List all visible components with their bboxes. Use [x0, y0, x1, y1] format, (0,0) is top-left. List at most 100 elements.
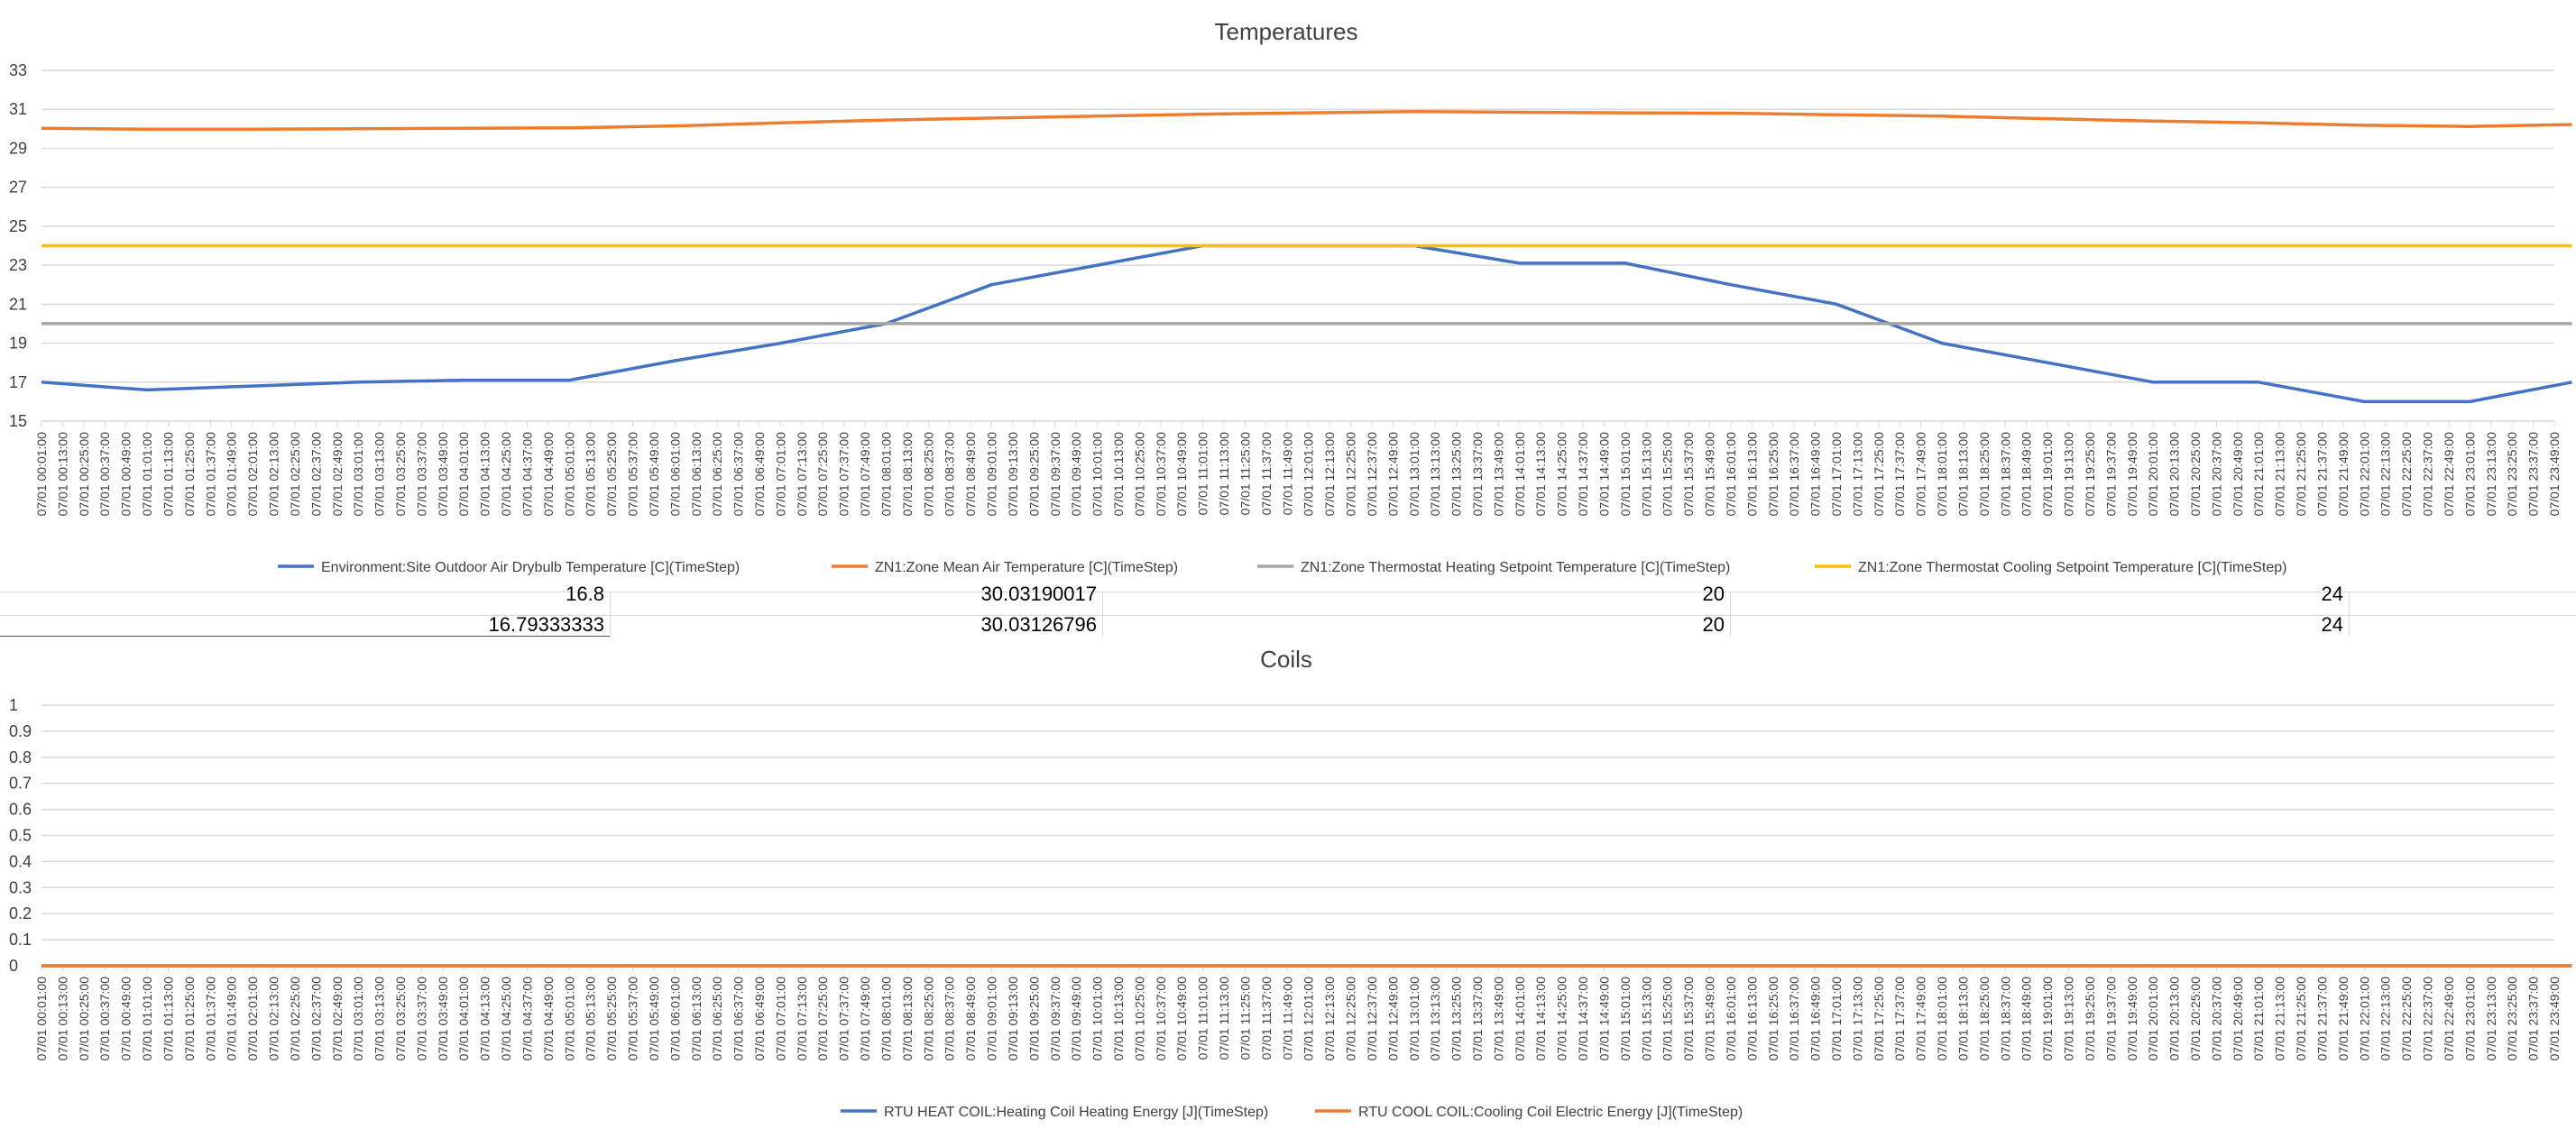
x-tick-label: 07/01 00:49:00 [119, 432, 133, 517]
x-tick-label: 07/01 20:49:00 [2231, 977, 2245, 1061]
x-tick-label: 07/01 12:01:00 [1302, 977, 1316, 1061]
x-tick-label: 07/01 06:01:00 [667, 977, 682, 1061]
x-tick-label: 07/01 20:25:00 [2188, 432, 2203, 517]
x-tick-label: 07/01 07:13:00 [795, 432, 809, 517]
cell-r1-c2[interactable]: 30.03190017 [980, 583, 1097, 605]
cell-r1-c4[interactable]: 24 [2321, 583, 2343, 605]
y-tick-label: 0.7 [9, 775, 32, 793]
x-tick-label: 07/01 22:01:00 [2357, 977, 2371, 1061]
y-tick-label: 31 [9, 100, 27, 118]
coils-x-ticks: 07/01 00:01:00 07/01 00:13:00 07/01 00:25:… [34, 966, 2562, 1060]
x-tick-label: 07/01 09:37:00 [1048, 977, 1063, 1061]
x-tick-label: 07/01 23:25:00 [2505, 432, 2519, 517]
x-tick-label: 07/01 00:25:00 [77, 977, 91, 1061]
x-tick-label: 07/01 18:49:00 [2019, 432, 2034, 517]
x-tick-label: 07/01 11:13:00 [1217, 432, 1231, 516]
x-tick-label: 07/01 03:49:00 [436, 432, 450, 517]
x-tick-label: 07/01 04:37:00 [520, 977, 534, 1061]
x-tick-label: 07/01 01:01:00 [140, 432, 154, 517]
x-tick-label: 07/01 21:49:00 [2336, 977, 2351, 1061]
x-tick-label: 07/01 02:01:00 [245, 432, 260, 517]
x-tick-label: 07/01 05:13:00 [584, 977, 598, 1061]
x-tick-label: 07/01 01:13:00 [161, 432, 175, 517]
x-tick-label: 07/01 04:25:00 [499, 977, 513, 1061]
x-tick-label: 07/01 03:25:00 [393, 977, 408, 1061]
x-tick-label: 07/01 22:25:00 [2399, 977, 2414, 1061]
x-tick-label: 07/01 00:37:00 [97, 977, 112, 1061]
x-tick-label: 07/01 10:49:00 [1174, 977, 1189, 1061]
x-tick-label: 07/01 02:49:00 [330, 432, 345, 517]
x-tick-label: 07/01 18:01:00 [1935, 977, 1949, 1061]
x-tick-label: 07/01 09:13:00 [1006, 432, 1020, 517]
x-tick-label: 07/01 02:13:00 [267, 432, 281, 517]
row-divider [0, 615, 2576, 616]
x-tick-label: 07/01 23:49:00 [2547, 432, 2562, 517]
x-tick-label: 07/01 20:01:00 [2146, 977, 2160, 1061]
x-tick-label: 07/01 17:49:00 [1914, 432, 1928, 517]
x-tick-label: 07/01 16:13:00 [1744, 432, 1759, 517]
x-tick-label: 07/01 23:13:00 [2484, 432, 2498, 517]
x-tick-label: 07/01 20:37:00 [2209, 432, 2223, 517]
y-tick-label: 0 [9, 957, 18, 975]
x-tick-label: 07/01 16:49:00 [1808, 977, 1823, 1061]
x-tick-label: 07/01 02:25:00 [288, 432, 302, 517]
y-tick-label: 0.2 [9, 904, 32, 922]
x-tick-label: 07/01 13:37:00 [1470, 432, 1485, 517]
x-tick-label: 07/01 20:13:00 [2167, 432, 2182, 517]
column-divider [610, 592, 611, 638]
x-tick-label: 07/01 05:25:00 [604, 432, 619, 517]
x-tick-label: 07/01 21:37:00 [2314, 977, 2329, 1061]
x-tick-label: 07/01 08:25:00 [921, 977, 935, 1061]
cell-r2-c3[interactable]: 20 [1702, 613, 1725, 636]
x-tick-label: 07/01 05:25:00 [604, 977, 619, 1061]
x-tick-label: 07/01 14:25:00 [1555, 432, 1569, 517]
x-tick-label: 07/01 16:37:00 [1787, 432, 1801, 517]
x-tick-label: 07/01 18:25:00 [1977, 432, 1992, 517]
x-tick-label: 07/01 05:37:00 [626, 977, 640, 1061]
column-divider [1730, 592, 1731, 638]
coils-y-ticks: 0 0.1 0.2 0.3 0.4 0.5 0.6 0.7 0.8 0.9 1 [9, 696, 32, 975]
x-tick-label: 07/01 01:25:00 [182, 432, 197, 517]
x-tick-label: 07/01 01:49:00 [225, 432, 239, 517]
x-tick-label: 07/01 14:01:00 [1513, 432, 1527, 517]
x-tick-label: 07/01 19:13:00 [2062, 977, 2076, 1061]
cell-r1-c1[interactable]: 16.8 [566, 583, 604, 605]
y-tick-label: 21 [9, 295, 27, 313]
x-tick-label: 07/01 10:49:00 [1174, 432, 1189, 517]
x-tick-label: 07/01 04:49:00 [541, 977, 556, 1061]
x-tick-label: 07/01 08:25:00 [921, 432, 935, 517]
x-tick-label: 07/01 03:01:00 [351, 977, 365, 1061]
column-divider [2349, 592, 2350, 638]
x-tick-label: 07/01 11:25:00 [1237, 432, 1252, 516]
cell-r2-c2[interactable]: 30.03126796 [980, 613, 1097, 636]
legend-label-3: ZN1:Zone Thermostat Heating Setpoint Tem… [1301, 560, 1730, 575]
x-tick-label: 07/01 07:37:00 [837, 432, 851, 517]
y-tick-label: 0.8 [9, 748, 32, 766]
x-tick-label: 07/01 10:37:00 [1154, 432, 1168, 517]
x-tick-label: 07/01 05:49:00 [647, 432, 661, 517]
x-tick-label: 07/01 13:25:00 [1449, 977, 1464, 1061]
legend-label-4: ZN1:Zone Thermostat Cooling Setpoint Tem… [1858, 560, 2286, 575]
temperatures-chart: Temperatures 15 17 19 21 23 25 27 29 31 33 07/01 … [9, 18, 2572, 575]
x-tick-label: 07/01 03:25:00 [393, 432, 408, 517]
cell-r2-c4[interactable]: 24 [2321, 613, 2343, 636]
x-tick-label: 07/01 13:49:00 [1491, 432, 1505, 517]
x-tick-label: 07/01 08:49:00 [963, 977, 978, 1061]
x-tick-label: 07/01 08:01:00 [879, 432, 893, 517]
x-tick-label: 07/01 16:25:00 [1766, 432, 1780, 517]
y-tick-label: 17 [9, 373, 27, 391]
x-tick-label: 07/01 08:13:00 [900, 432, 915, 517]
x-tick-label: 07/01 08:49:00 [963, 432, 978, 517]
cell-r1-c3[interactable]: 20 [1702, 583, 1725, 605]
x-tick-label: 07/01 08:13:00 [900, 977, 915, 1061]
x-tick-label: 07/01 12:37:00 [1365, 432, 1379, 517]
x-tick-label: 07/01 05:49:00 [647, 977, 661, 1061]
x-tick-label: 07/01 19:49:00 [2125, 977, 2139, 1061]
x-tick-label: 07/01 01:49:00 [225, 977, 239, 1061]
x-tick-label: 07/01 11:37:00 [1259, 977, 1274, 1060]
x-tick-label: 07/01 16:25:00 [1766, 977, 1780, 1061]
cell-r2-c1[interactable]: 16.79333333 [488, 613, 604, 636]
x-tick-label: 07/01 06:01:00 [667, 432, 682, 517]
x-tick-label: 07/01 00:49:00 [119, 977, 133, 1061]
x-tick-label: 07/01 12:49:00 [1385, 977, 1400, 1061]
